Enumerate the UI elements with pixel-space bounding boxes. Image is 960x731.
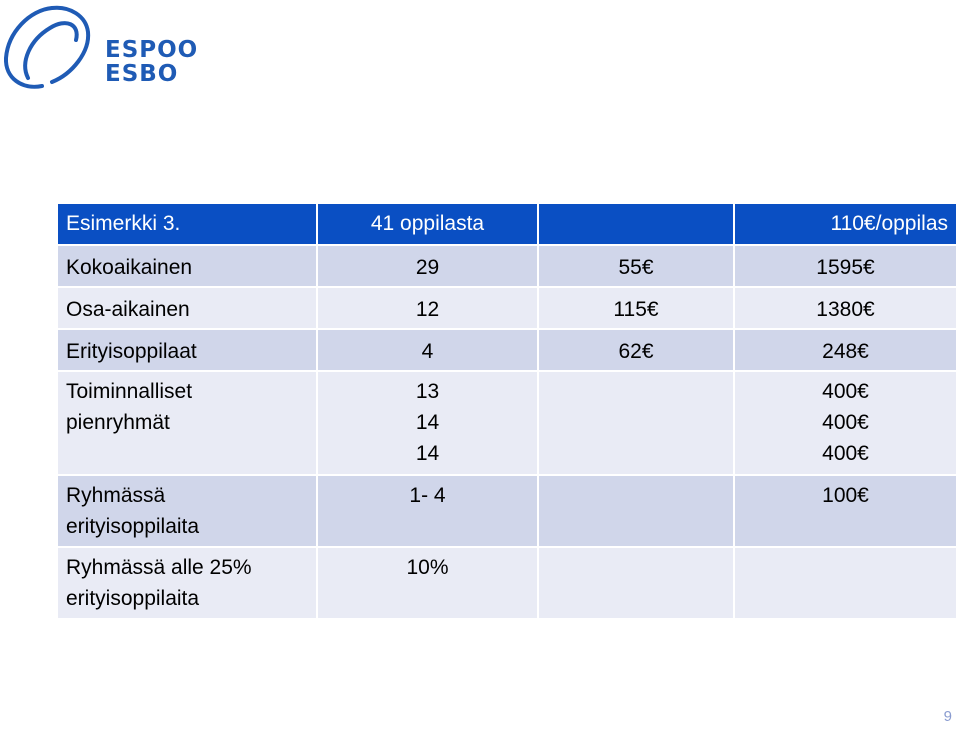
row-count: 12 (316, 286, 539, 330)
row-count: 1- 4 (316, 474, 539, 548)
row-total: 400€ (822, 380, 869, 403)
espoo-logo: ESPOO ESBO (0, 0, 200, 100)
row-label: Ryhmässä erityisoppilaita (56, 474, 318, 548)
table-header-row: Esimerkki 3. 41 oppilasta 110€/oppilas (56, 202, 958, 246)
cost-table: Esimerkki 3. 41 oppilasta 110€/oppilas K… (56, 202, 958, 620)
row-total: 400€ (822, 442, 869, 465)
row-totals: 400€ 400€ 400€ (733, 370, 958, 476)
row-unit (537, 370, 735, 476)
row-label: Ryhmässä alle 25% erityisoppilaita (56, 546, 318, 620)
row-label-line-2: pienryhmät (66, 411, 170, 434)
logo-swirl-icon (3, 5, 91, 89)
table-row: Erityisoppilaat 4 62€ 248€ (56, 328, 958, 372)
row-unit: 115€ (537, 286, 735, 330)
row-total: 1380€ (733, 286, 958, 330)
row-total: 248€ (733, 328, 958, 372)
row-label-line-1: Ryhmässä alle 25% (66, 556, 252, 579)
page-number: 9 (943, 708, 952, 725)
row-label: Kokoaikainen (56, 244, 318, 288)
row-label-line-2: erityisoppilaita (66, 515, 200, 538)
logo-line-2: ESBO (105, 61, 179, 87)
row-label: Osa-aikainen (56, 286, 318, 330)
row-count: 13 (415, 380, 440, 403)
header-empty (537, 202, 735, 246)
row-count: 4 (316, 328, 539, 372)
row-label-line-1: Toiminnalliset (66, 380, 193, 403)
logo-line-1: ESPOO (105, 37, 199, 63)
row-unit: 55€ (537, 244, 735, 288)
row-label: Toiminnalliset pienryhmät (56, 370, 318, 476)
row-count: 29 (316, 244, 539, 288)
header-students: 41 oppilasta (316, 202, 539, 246)
row-total: 100€ (733, 474, 958, 548)
table-row: Kokoaikainen 29 55€ 1595€ (56, 244, 958, 288)
table-row: Osa-aikainen 12 115€ 1380€ (56, 286, 958, 330)
row-unit: 62€ (537, 328, 735, 372)
row-count: 14 (415, 411, 440, 434)
row-counts: 13 14 14 (316, 370, 539, 476)
row-count: 14 (415, 442, 440, 465)
row-label-line-1: Ryhmässä (66, 484, 166, 507)
row-label-line-2: erityisoppilaita (66, 587, 200, 610)
table-row: Ryhmässä erityisoppilaita 1- 4 100€ (56, 474, 958, 548)
row-label: Erityisoppilaat (56, 328, 318, 372)
row-total: 400€ (822, 411, 869, 434)
row-count: 10% (316, 546, 539, 620)
row-unit (537, 546, 735, 620)
table-row: Ryhmässä alle 25% erityisoppilaita 10% (56, 546, 958, 620)
row-total: 1595€ (733, 244, 958, 288)
row-unit (537, 474, 735, 548)
logo-text: ESPOO ESBO (105, 38, 198, 86)
row-total (733, 546, 958, 620)
header-example: Esimerkki 3. (56, 202, 318, 246)
header-per-student: 110€/oppilas (733, 202, 958, 246)
table-row: Toiminnalliset pienryhmät 13 14 14 400€ … (56, 370, 958, 476)
